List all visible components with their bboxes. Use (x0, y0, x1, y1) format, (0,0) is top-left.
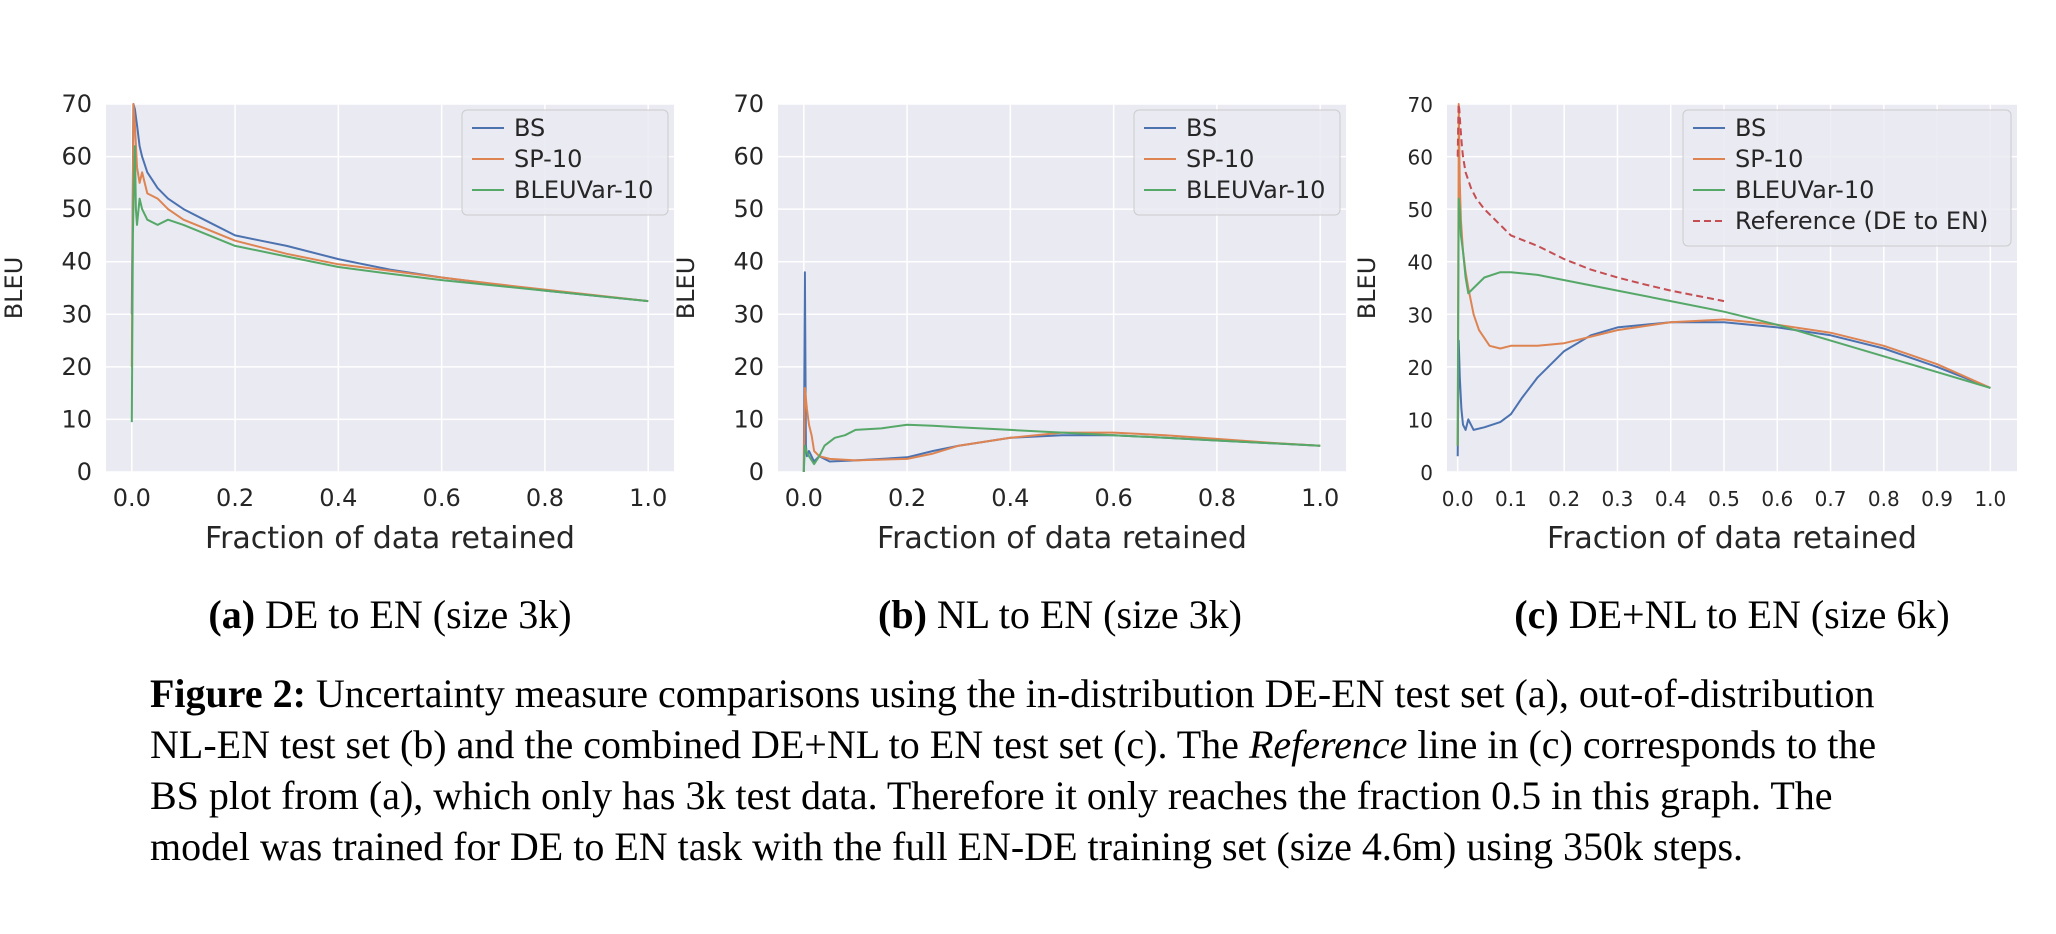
series-line-bleuvar-10 (130, 145, 649, 423)
x-tick-label: 0.6 (1761, 487, 1793, 511)
figure-caption: Figure 2: Uncertainty measure comparison… (150, 668, 1910, 872)
legend-label: Reference (DE to EN) (1735, 207, 1988, 235)
subfigure-caption-label: (a) (208, 592, 255, 637)
series-line-sp-10 (1456, 103, 1991, 446)
subfigure-caption: (a) DE to EN (size 3k) (208, 592, 571, 637)
legend-label: SP-10 (1186, 145, 1254, 173)
legend-box (1133, 109, 1341, 216)
x-tick-label: 0.2 (888, 484, 926, 512)
figure-caption-label: Figure 2: (150, 671, 306, 716)
x-tick-label: 1.0 (1301, 484, 1339, 512)
y-tick-label: 0 (77, 458, 92, 486)
figure-caption-emphasis: Reference (1248, 722, 1408, 767)
legend-box (1682, 109, 2012, 247)
x-tick-label: 0.4 (991, 484, 1029, 512)
series-line-sp-10 (130, 103, 649, 367)
y-tick-label: 60 (61, 143, 92, 171)
x-tick-label: 1.0 (1974, 487, 2006, 511)
subfigure-caption-label: (b) (878, 592, 927, 637)
y-axis-label: BLEU (1353, 257, 1381, 320)
x-axis-label: Fraction of data retained (1547, 521, 1917, 556)
y-tick-label: 70 (1408, 93, 1433, 117)
y-tick-label: 40 (733, 248, 764, 276)
series-line-sp-10 (802, 386, 1321, 473)
subfigure-caption: (c) DE+NL to EN (size 6k) (1514, 592, 1949, 637)
x-axis-label: Fraction of data retained (205, 521, 575, 556)
y-tick-label: 10 (61, 405, 92, 433)
x-tick-label: 0.4 (319, 484, 357, 512)
y-tick-label: 20 (1408, 356, 1433, 380)
x-tick-label: 0.7 (1815, 487, 1847, 511)
x-axis-label: Fraction of data retained (877, 521, 1247, 556)
y-tick-label: 60 (1408, 146, 1433, 170)
x-tick-label: 0.0 (785, 484, 823, 512)
y-tick-label: 70 (733, 90, 764, 118)
x-tick-label: 1.0 (629, 484, 667, 512)
subfigure-caption-text: DE+NL to EN (size 6k) (1559, 592, 1950, 637)
y-tick-label: 0 (1420, 461, 1433, 485)
y-tick-label: 20 (733, 353, 764, 381)
y-tick-label: 30 (1408, 303, 1433, 327)
x-tick-label: 0.1 (1495, 487, 1527, 511)
x-tick-label: 0.4 (1655, 487, 1687, 511)
x-tick-label: 0.8 (1868, 487, 1900, 511)
x-tick-label: 0.6 (423, 484, 461, 512)
x-tick-label: 0.6 (1095, 484, 1133, 512)
legend-label: SP-10 (1735, 145, 1803, 173)
subfigure-caption-label: (c) (1514, 592, 1558, 637)
y-tick-label: 30 (733, 300, 764, 328)
x-tick-label: 0.9 (1921, 487, 1953, 511)
x-tick-label: 0.5 (1708, 487, 1740, 511)
subfigure-caption-text: DE to EN (size 3k) (255, 592, 572, 637)
y-axis-label: BLEU (0, 257, 28, 320)
subfigure-caption: (b) NL to EN (size 3k) (878, 592, 1242, 637)
subfigure-caption-text: NL to EN (size 3k) (927, 592, 1242, 637)
x-tick-label: 0.2 (1548, 487, 1580, 511)
legend-label: SP-10 (514, 145, 582, 173)
y-tick-label: 50 (1408, 198, 1433, 222)
y-tick-label: 40 (61, 248, 92, 276)
legend-box (461, 109, 669, 216)
x-tick-label: 0.0 (113, 484, 151, 512)
x-tick-label: 0.8 (526, 484, 564, 512)
legend-label: BS (1735, 114, 1766, 142)
figure-caption-text-2: line in (c) corresponds to the BS plot f… (150, 722, 1877, 869)
y-tick-label: 70 (61, 90, 92, 118)
series-line-bleuvar-10 (1456, 197, 1991, 446)
legend-label: BS (514, 114, 545, 142)
series-line-bleuvar-10 (802, 423, 1321, 473)
x-tick-label: 0.3 (1602, 487, 1634, 511)
y-axis-label: BLEU (672, 257, 700, 320)
series-line-reference-de-to-en- (1456, 103, 1725, 303)
y-tick-label: 60 (733, 143, 764, 171)
legend-label: BLEUVar-10 (514, 176, 653, 204)
legend-label: BLEUVar-10 (1735, 176, 1874, 204)
y-tick-label: 50 (733, 195, 764, 223)
y-tick-label: 20 (61, 353, 92, 381)
y-tick-label: 0 (749, 458, 764, 486)
chart-panel-2: 0 10 20 30 40 50 60 70 0.0 0.2 0.4 0.6 0.8 1.0 Fractio… (672, 90, 1346, 637)
legend-label: BS (1186, 114, 1217, 142)
legend-label: BLEUVar-10 (1186, 176, 1325, 204)
x-tick-label: 0.2 (216, 484, 254, 512)
y-tick-label: 40 (1408, 251, 1433, 275)
y-tick-label: 10 (733, 405, 764, 433)
y-tick-label: 10 (1408, 408, 1433, 432)
y-tick-label: 50 (61, 195, 92, 223)
figure-caption-text-1: Uncertainty measure comparisons using th… (150, 671, 1875, 767)
y-tick-label: 30 (61, 300, 92, 328)
x-tick-label: 0.8 (1198, 484, 1236, 512)
x-tick-label: 0.0 (1442, 487, 1474, 511)
chart-panel-3: 0 10 20 30 40 50 60 70 0.0 0.1 0.2 0.3 0.4 0.5 0.6 0.7 0… (1353, 93, 2017, 637)
chart-panel-1: 0 10 20 30 40 50 60 70 0.0 0.2 0.4 0.6 0.8 1.0 Fractio… (0, 90, 674, 637)
